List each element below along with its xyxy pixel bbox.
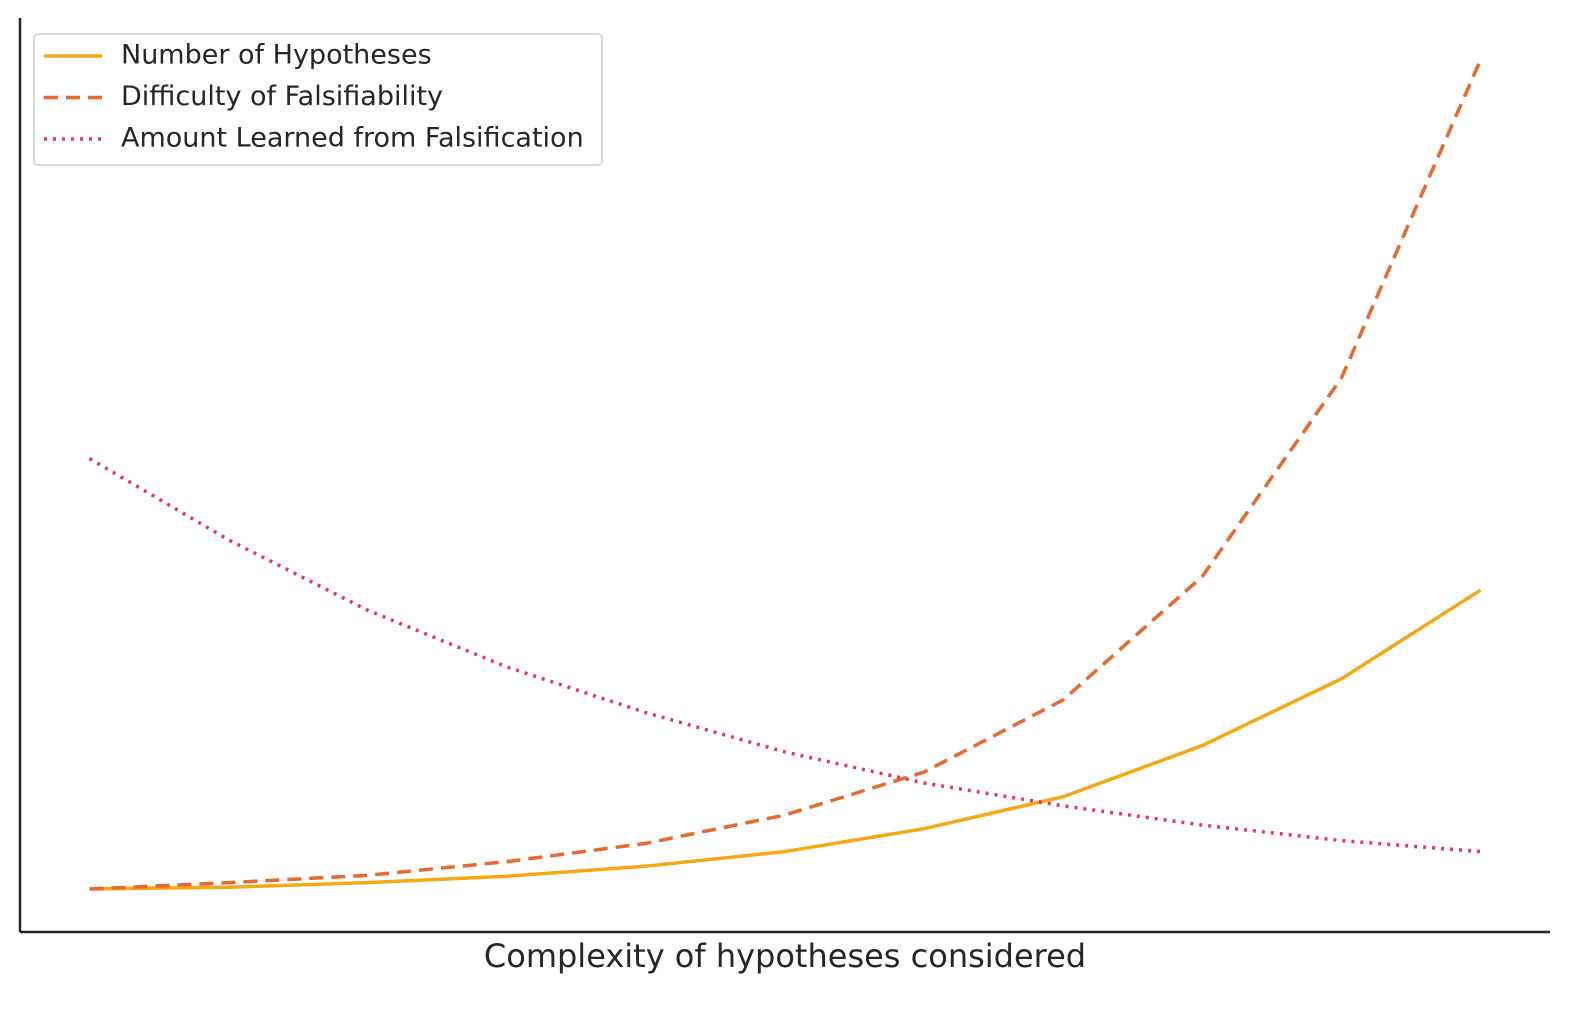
line-series <box>89 588 1482 891</box>
legend-label: Difficulty of Falsifiability <box>121 81 443 112</box>
x-axis-label: Complexity of hypotheses considered <box>484 937 1086 975</box>
legend-label: Number of Hypotheses <box>121 40 432 71</box>
line-series <box>88 457 1481 854</box>
legend-label: Amount Learned from Falsification <box>121 123 584 154</box>
line-series <box>89 59 1483 891</box>
legend-box <box>33 33 603 166</box>
